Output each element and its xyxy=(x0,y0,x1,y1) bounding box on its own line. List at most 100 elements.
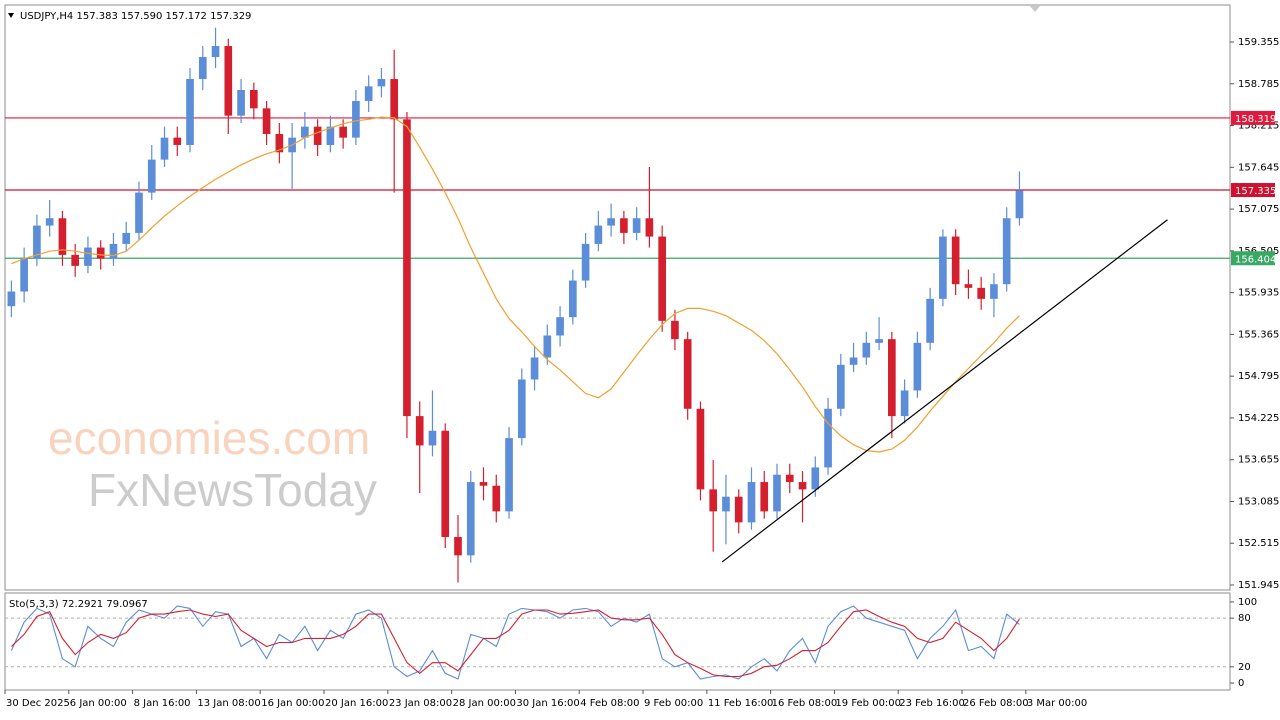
level-label: 157.335 xyxy=(1235,186,1276,197)
level-label-box xyxy=(1231,110,1275,125)
level-label: 156.404 xyxy=(1235,254,1276,265)
level-label-box xyxy=(1231,251,1275,266)
candle-body xyxy=(339,126,347,138)
candle-body xyxy=(58,218,67,255)
candle-body xyxy=(71,254,80,266)
candle-body xyxy=(734,496,743,523)
main-pane xyxy=(4,4,1231,591)
candle-body xyxy=(811,467,820,490)
candle-body xyxy=(454,537,462,556)
candle-body xyxy=(990,284,998,299)
y-tick-label: 158.785 xyxy=(1238,79,1279,90)
candle-body xyxy=(428,430,437,446)
candle-body xyxy=(135,192,143,233)
x-tick-label: 13 Jan 08:00 xyxy=(197,698,260,709)
candle-body xyxy=(849,357,858,365)
y-tick-label: 20 xyxy=(1238,662,1251,673)
candle-body xyxy=(198,57,207,80)
y-tick-label: 0 xyxy=(1238,678,1244,689)
y-tick-label: 154.225 xyxy=(1238,413,1279,424)
candle-body xyxy=(147,159,156,193)
candle-body xyxy=(492,485,501,512)
oscillator-line xyxy=(10,605,1020,680)
candle-body xyxy=(824,408,832,468)
y-tick-label: 159.355 xyxy=(1238,37,1279,48)
candle-body xyxy=(747,482,756,523)
candle-body xyxy=(900,390,909,417)
trend-line xyxy=(721,219,1168,563)
candle-body xyxy=(466,482,475,556)
oscillator-pane xyxy=(4,592,1231,691)
level-label: 158.319 xyxy=(1235,114,1276,125)
candle-body xyxy=(722,496,730,512)
candle-body xyxy=(607,218,615,226)
y-tick-label: 157.645 xyxy=(1238,162,1279,173)
candle-body xyxy=(45,218,54,226)
candle-body xyxy=(517,379,526,439)
x-tick-label: 23 Jan 08:00 xyxy=(389,698,452,709)
candle-body xyxy=(696,408,705,490)
x-tick-label: 3 Mar 00:00 xyxy=(1027,698,1087,709)
candle-body xyxy=(84,247,92,266)
oscillator-line xyxy=(11,609,1020,678)
candle-body xyxy=(1015,190,1024,219)
y-tick-label: 155.935 xyxy=(1238,288,1279,299)
candle-body xyxy=(683,339,692,409)
candle-body xyxy=(262,108,271,134)
candle-body xyxy=(211,46,220,58)
y-tick-label: 80 xyxy=(1238,613,1251,624)
x-tick-label: 20 Jan 16:00 xyxy=(325,698,388,709)
candle-body xyxy=(977,287,985,299)
candle-body xyxy=(862,342,871,358)
candle-body xyxy=(160,137,169,160)
y-tick-label: 152.515 xyxy=(1238,538,1279,549)
x-tick-label: 19 Feb 00:00 xyxy=(835,698,901,709)
chart-title: USDJPY,H4 157.383 157.590 157.172 157.32… xyxy=(20,11,251,22)
candle-body xyxy=(632,218,641,233)
candle-body xyxy=(951,236,960,285)
candle-body xyxy=(505,438,513,512)
candle-body xyxy=(530,357,539,380)
candle-body xyxy=(594,225,603,244)
y-tick-label: 153.655 xyxy=(1238,455,1279,466)
collapse-arrow xyxy=(8,13,14,18)
y-tick-label: 154.795 xyxy=(1238,371,1279,382)
candle-body xyxy=(173,137,182,145)
candle-body xyxy=(377,79,386,87)
candle-body xyxy=(301,126,309,138)
candle-body xyxy=(658,236,666,321)
x-tick-label: 16 Feb 08:00 xyxy=(772,698,838,709)
candle-body xyxy=(798,482,807,490)
x-tick-label: 30 Jan 16:00 xyxy=(516,698,579,709)
candle-body xyxy=(313,126,322,145)
candle-body xyxy=(836,364,845,409)
candle-body xyxy=(33,225,41,259)
candle-body xyxy=(441,430,450,538)
candle-body xyxy=(122,232,131,244)
candle-body xyxy=(785,474,794,483)
x-tick-label: 23 Feb 16:00 xyxy=(899,698,965,709)
oscillator-title: Sto(5,3,3) 72.2921 79.0967 xyxy=(9,599,148,610)
x-tick-label: 11 Feb 16:00 xyxy=(708,698,774,709)
x-tick-label: 6 Jan 00:00 xyxy=(70,698,127,709)
candle-body xyxy=(479,482,488,486)
x-tick-label: 30 Dec 2025 xyxy=(6,698,70,709)
candle-body xyxy=(913,342,922,391)
candle-body xyxy=(709,489,718,512)
candle-body xyxy=(403,119,411,417)
candle-body xyxy=(364,86,373,101)
x-tick-label: 26 Feb 08:00 xyxy=(963,698,1029,709)
candle-body xyxy=(20,258,28,292)
candle-body xyxy=(569,280,577,318)
candle-body xyxy=(96,247,105,259)
x-tick-label: 4 Feb 08:00 xyxy=(580,698,639,709)
candle-body xyxy=(620,218,628,233)
y-tick-label: 100 xyxy=(1238,597,1257,608)
candle-body xyxy=(224,46,233,116)
y-tick-label: 151.945 xyxy=(1238,580,1279,591)
candle-body xyxy=(250,90,258,109)
candle-body xyxy=(926,298,934,343)
x-tick-label: 28 Jan 00:00 xyxy=(453,698,516,709)
